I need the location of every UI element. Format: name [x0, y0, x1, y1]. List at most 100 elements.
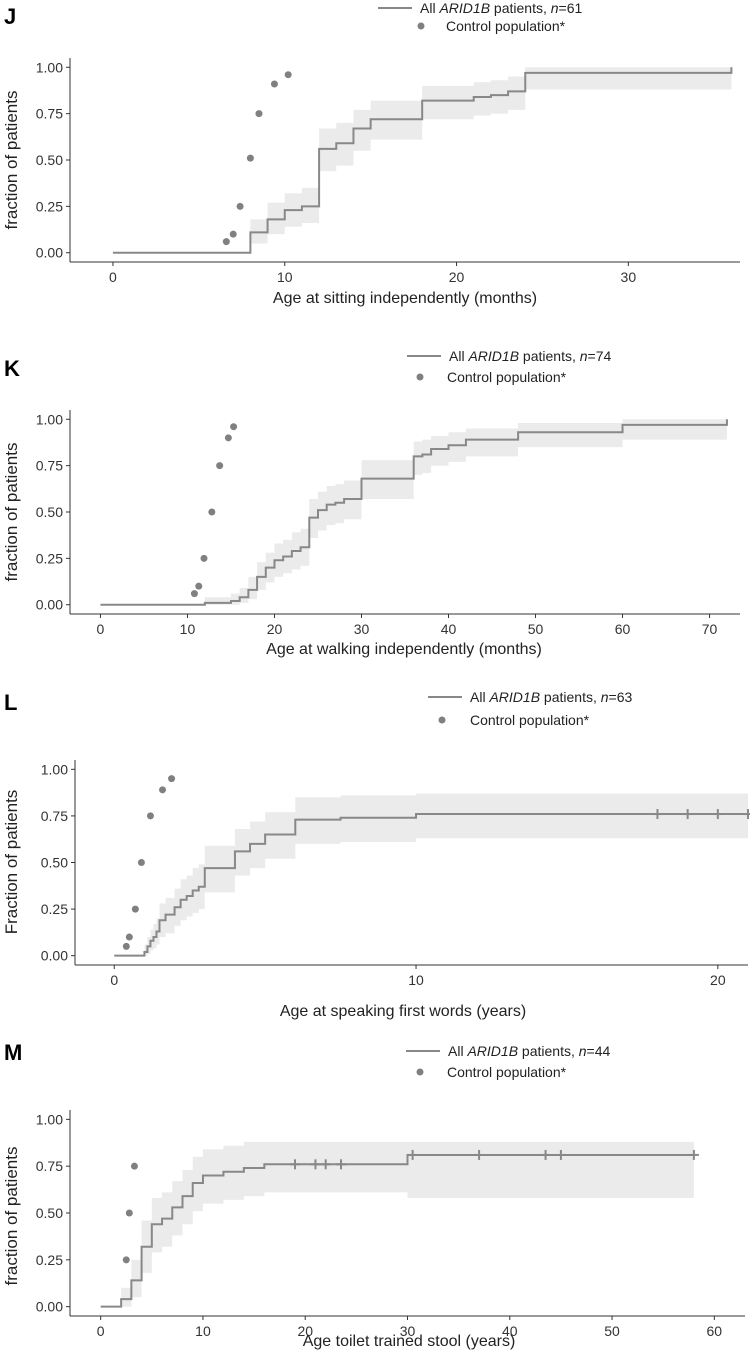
control-point — [146, 812, 154, 820]
confidence-band — [112, 67, 732, 253]
censor-mark — [712, 809, 723, 820]
x-tick-label: 30 — [354, 621, 370, 637]
x-axis-title: Age at sitting independently (months) — [273, 290, 537, 307]
y-tick-label: 0.25 — [36, 1252, 63, 1268]
censor-mark — [540, 1149, 551, 1160]
plot-area-m: 0.00 0.25 0.50 0.75 1.00 0 10 20 30 40 50 60 — [36, 1110, 745, 1339]
y-tick-label: 1.00 — [36, 59, 63, 75]
legend-patients-label: All ARID1B patients, n=74 — [449, 348, 611, 364]
confidence-band — [100, 419, 727, 605]
control-point — [168, 775, 176, 783]
x-tick-label: 50 — [604, 1323, 620, 1339]
censor-mark — [743, 809, 750, 820]
control-point — [222, 238, 230, 246]
panel-letter-m: M — [4, 1040, 22, 1065]
y-tick-label: 1.00 — [36, 411, 63, 427]
x-tick-label: 10 — [195, 1323, 211, 1339]
panel-j-chart: J All ARID1B patients, n=61 Control popu… — [2, 0, 740, 307]
x-tick-label: 20 — [297, 1323, 313, 1339]
legend-n: n — [580, 348, 588, 364]
control-point — [200, 554, 208, 562]
censor-mark — [320, 1159, 331, 1170]
legend-patients-label: All ARID1B patients, n=61 — [420, 0, 582, 16]
control-point — [125, 1209, 133, 1217]
x-tick-label: 0 — [109, 269, 117, 285]
patients-step-line — [112, 67, 733, 254]
censor-mark — [652, 809, 663, 820]
x-axis-title: Age at speaking first words (years) — [280, 1003, 526, 1020]
y-tick-label: 0.25 — [36, 550, 63, 566]
y-tick-label: 0.50 — [41, 855, 68, 871]
x-tick-label: 20 — [449, 269, 465, 285]
x-tick-label: 30 — [400, 1323, 416, 1339]
plot-area-l: 0.00 0.25 0.50 0.75 1.00 0 10 20 — [41, 760, 750, 988]
y-tick-label: 0.00 — [36, 1299, 63, 1315]
x-tick-label: 0 — [97, 621, 105, 637]
y-tick-label: 0.50 — [36, 504, 63, 520]
legend-n-value: =44 — [587, 1043, 611, 1059]
legend-control-label: Control population* — [470, 712, 590, 728]
legend-point-swatch — [416, 1068, 424, 1076]
censor-mark — [688, 1149, 699, 1160]
legend-suffix: patients, — [519, 348, 580, 364]
control-point — [224, 434, 232, 442]
control-point — [125, 933, 133, 941]
panel-m-chart: M All ARID1B patients, n=44 Control popu… — [2, 1040, 745, 1350]
x-axis-title: Age toilet trained stool (years) — [303, 1333, 516, 1350]
y-tick-label: 1.00 — [36, 1111, 63, 1127]
y-axis-title: fraction of patients — [2, 91, 21, 230]
panel-letter-l: L — [4, 690, 17, 715]
y-tick-label: 0.25 — [36, 198, 63, 214]
y-axis-title: fraction of patients — [2, 443, 21, 582]
control-point — [216, 462, 224, 470]
legend-prefix: All — [449, 348, 468, 364]
x-tick-label: 20 — [710, 972, 726, 988]
legend-control-label: Control population* — [447, 1064, 567, 1080]
legend-point-swatch — [417, 22, 425, 30]
y-tick-label: 0.25 — [41, 901, 68, 917]
y-tick-label: 0.00 — [36, 245, 63, 261]
legend-suffix: patients, — [490, 0, 551, 16]
control-point — [122, 1256, 130, 1264]
legend-prefix: All — [470, 689, 489, 705]
legend-prefix: All — [420, 0, 439, 16]
control-point — [236, 202, 244, 210]
control-point — [255, 110, 263, 118]
y-tick-label: 1.00 — [41, 761, 68, 777]
censor-mark — [555, 1149, 566, 1160]
legend-gene: ARID1B — [467, 348, 519, 364]
control-point — [131, 905, 139, 913]
legend-control-label: Control population* — [447, 369, 567, 385]
panel-letter-j: J — [4, 4, 16, 29]
panel-l-chart: L All ARID1B patients, n=63 Control popu… — [2, 689, 750, 1020]
panel-letter-k: K — [4, 356, 20, 381]
y-axis-title: fraction of patients — [2, 1147, 21, 1286]
x-tick-label: 40 — [502, 1323, 518, 1339]
legend-n-value: =74 — [588, 348, 612, 364]
legend-suffix: patients, — [518, 1043, 579, 1059]
y-axis-title: Fraction of patients — [2, 790, 21, 935]
legend-j: All ARID1B patients, n=61 Control popula… — [378, 0, 582, 34]
x-tick-label: 70 — [702, 621, 718, 637]
control-point — [230, 423, 238, 431]
legend-prefix: All — [448, 1043, 467, 1059]
confidence-band — [114, 793, 749, 956]
legend-point-swatch — [416, 373, 424, 381]
control-point — [208, 508, 216, 516]
legend-control-label: Control population* — [446, 18, 566, 34]
plot-area-k: 0.00 0.25 0.50 0.75 1.00 0 10 20 30 40 50 60 70 — [36, 410, 740, 637]
control-point — [270, 80, 278, 88]
x-tick-label: 30 — [621, 269, 637, 285]
x-tick-label: 40 — [441, 621, 457, 637]
legend-patients-label: All ARID1B patients, n=63 — [470, 689, 632, 705]
legend-n-value: =63 — [609, 689, 633, 705]
patients-step-line — [114, 813, 748, 957]
y-tick-label: 0.00 — [36, 597, 63, 613]
censor-mark — [310, 1159, 321, 1170]
control-point — [130, 1162, 138, 1170]
y-tick-label: 0.75 — [36, 1158, 63, 1174]
x-tick-label: 60 — [615, 621, 631, 637]
x-tick-label: 10 — [277, 269, 293, 285]
plot-area-j: 0.00 0.25 0.50 0.75 1.00 0 10 20 30 — [36, 58, 740, 285]
control-point — [195, 582, 203, 590]
